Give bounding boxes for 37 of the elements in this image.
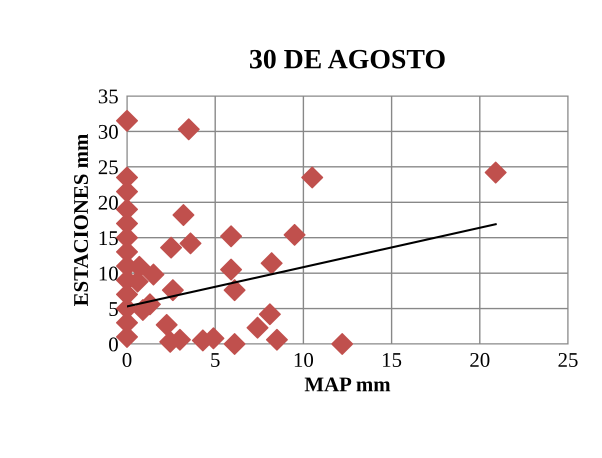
point	[156, 314, 178, 336]
point	[331, 333, 354, 355]
point	[142, 264, 164, 286]
x-tick-label: 10	[294, 352, 314, 367]
x-tick-label: 15	[383, 353, 402, 367]
y-tick-label: 25	[98, 160, 118, 174]
y-tick-label: 35	[98, 89, 118, 104]
y-tick-label: 15	[100, 231, 118, 246]
x-tick-label: 20	[470, 352, 490, 367]
x-tick-label: 0	[122, 352, 132, 367]
point	[220, 225, 242, 248]
chart-title: 30 DE AGOSTO	[250, 50, 445, 68]
point	[178, 118, 200, 140]
point	[116, 110, 138, 132]
point	[162, 279, 184, 302]
point	[284, 224, 306, 246]
x-axis-title: MAP mm	[304, 377, 390, 392]
point	[220, 258, 242, 281]
x-tick-label: 5	[211, 353, 220, 367]
point	[172, 204, 194, 226]
y-tick-label: 20	[98, 196, 118, 210]
point	[301, 166, 324, 188]
point	[246, 316, 269, 339]
y-tick-label: 10	[100, 266, 118, 281]
point	[180, 232, 202, 254]
y-axis-title: ESTACIONES mm	[74, 134, 88, 306]
point	[266, 328, 288, 351]
y-tick-label: 30	[98, 124, 118, 139]
point	[224, 279, 246, 302]
point	[484, 162, 507, 184]
point	[160, 236, 182, 259]
x-tick-label: 25	[558, 352, 578, 367]
point	[260, 252, 283, 274]
y-tick-label: 0	[109, 337, 118, 352]
y-tick-label: 5	[109, 302, 118, 316]
point	[258, 303, 281, 326]
point	[224, 333, 246, 355]
